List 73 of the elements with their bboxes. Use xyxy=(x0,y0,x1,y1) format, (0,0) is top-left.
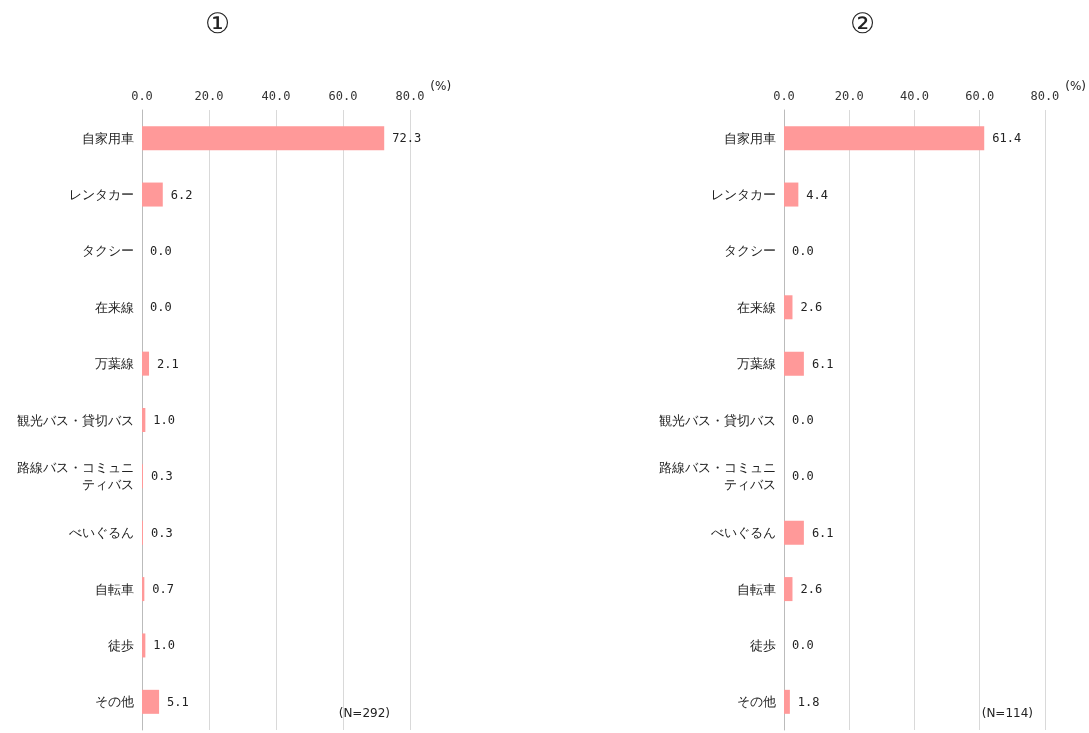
y-tick-label: 万葉線 xyxy=(95,356,134,372)
x-tick-label: 60.0 xyxy=(965,89,995,103)
y-tick-label: べいぐるん xyxy=(711,525,776,541)
bar xyxy=(784,689,790,714)
y-tick-label: 自家用車 xyxy=(724,130,776,146)
data-label: 0.0 xyxy=(150,300,172,315)
data-label: 72.3 xyxy=(392,131,422,146)
bar xyxy=(784,577,793,602)
x-axis-title: (%) xyxy=(430,79,452,93)
y-tick-label: その他 xyxy=(95,694,134,710)
data-label: 2.6 xyxy=(800,582,823,597)
bar xyxy=(784,182,799,207)
y-tick-label: 観光バス・貸切バス xyxy=(659,412,776,428)
y-tick-label: 徒歩 xyxy=(108,637,134,653)
x-tick-label: 40.0 xyxy=(261,89,291,103)
y-tick-label: 自家用車 xyxy=(82,130,134,146)
y-tick-label: 在来線 xyxy=(737,299,776,315)
bar xyxy=(142,689,160,714)
x-tick-label: 40.0 xyxy=(899,89,929,103)
data-label: 0.0 xyxy=(792,413,814,427)
x-tick-label: 80.0 xyxy=(1030,89,1060,103)
data-label: 1.8 xyxy=(797,694,820,709)
y-tick-label: タクシー xyxy=(724,243,776,259)
data-label: 6.2 xyxy=(170,187,193,202)
x-tick-label: 20.0 xyxy=(834,89,864,103)
annotation: (N=114) xyxy=(981,706,1034,720)
x-tick-label: 20.0 xyxy=(194,89,224,103)
x-axis-title: (%) xyxy=(1065,79,1086,93)
y-tick-label: その他 xyxy=(737,694,776,710)
data-label: 1.0 xyxy=(153,413,176,427)
chart-title: ② xyxy=(850,6,876,40)
data-label: 4.4 xyxy=(806,187,829,202)
bar xyxy=(142,408,146,432)
bar xyxy=(784,351,804,376)
x-tick-label: 0.0 xyxy=(773,89,795,103)
y-tick-label: 徒歩 xyxy=(750,637,776,653)
x-tick-label: 80.0 xyxy=(395,89,425,103)
x-tick-label: 60.0 xyxy=(328,89,358,103)
bar xyxy=(784,126,985,151)
data-label: 2.1 xyxy=(157,356,179,371)
chart-title: ① xyxy=(205,6,231,40)
y-tick-label: 在来線 xyxy=(95,299,134,315)
y-tick-label: レンタカー xyxy=(69,187,134,203)
data-label: 0.7 xyxy=(152,582,175,597)
y-tick-label: 路線バス・コミュニティバス xyxy=(17,460,134,493)
y-tick-label: レンタカー xyxy=(711,187,776,203)
annotation: (N=292) xyxy=(338,706,391,720)
bar xyxy=(142,182,163,207)
data-label: 0.3 xyxy=(151,525,173,540)
data-label: 0.0 xyxy=(792,243,814,258)
y-tick-label: タクシー xyxy=(82,243,134,259)
data-label: 0.0 xyxy=(792,469,814,484)
bar xyxy=(142,351,150,376)
data-label: 0.0 xyxy=(792,638,814,653)
bar xyxy=(784,520,804,545)
y-tick-label: 自転車 xyxy=(95,581,134,597)
y-tick-label: べいぐるん xyxy=(69,525,134,541)
y-tick-label: 万葉線 xyxy=(737,356,776,372)
data-label: 6.1 xyxy=(811,525,834,540)
data-label: 6.1 xyxy=(811,356,834,371)
y-tick-label: 観光バス・貸切バス xyxy=(17,412,134,428)
bar xyxy=(142,126,385,151)
data-label: 0.0 xyxy=(150,243,172,258)
data-label: 0.3 xyxy=(151,469,173,484)
bar xyxy=(784,295,793,320)
data-label: 2.6 xyxy=(800,300,823,315)
x-tick-label: 0.0 xyxy=(131,89,153,103)
data-label: 61.4 xyxy=(992,131,1022,146)
data-label: 5.1 xyxy=(167,694,189,709)
y-tick-label: 路線バス・コミュニティバス xyxy=(659,460,776,493)
data-label: 1.0 xyxy=(153,638,176,653)
y-tick-label: 自転車 xyxy=(737,581,776,597)
bar xyxy=(142,633,146,658)
